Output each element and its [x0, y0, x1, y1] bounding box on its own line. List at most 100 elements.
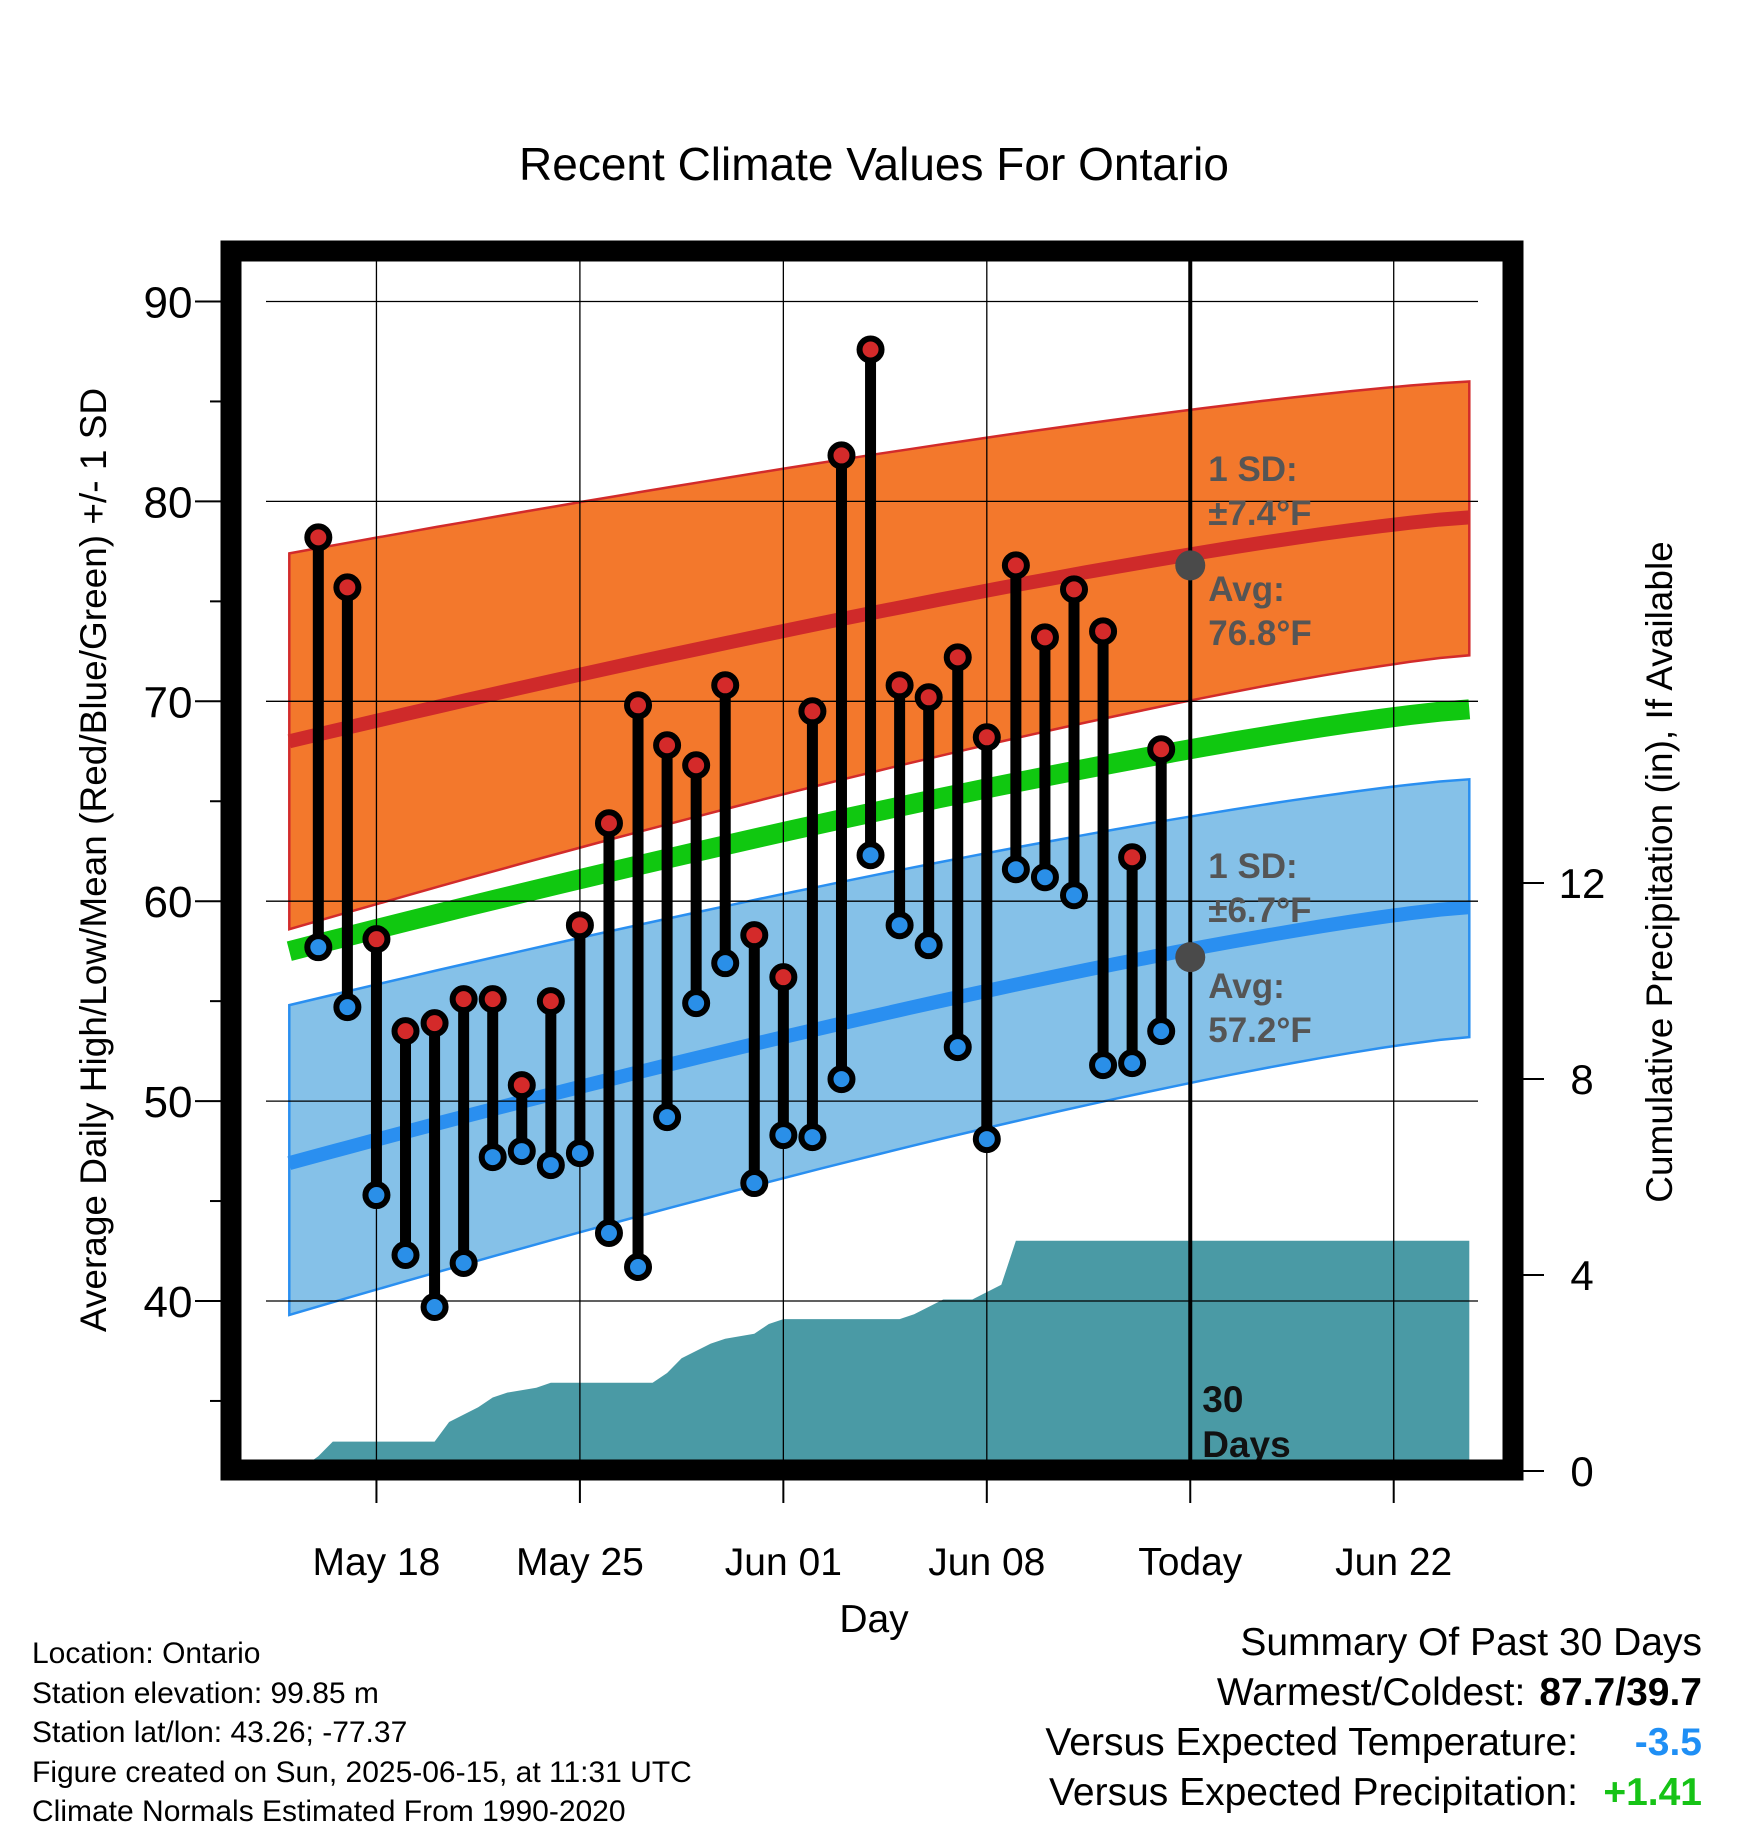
high-point	[798, 697, 827, 726]
y2-tick-label: 8	[1570, 1056, 1593, 1103]
precip-area	[298, 1240, 1470, 1471]
today-window-label: Days	[1202, 1424, 1290, 1465]
today-window-label: 30	[1202, 1379, 1243, 1420]
low-mean-line	[287, 900, 1470, 1170]
high-point	[1118, 843, 1147, 872]
high-sd-annotation: ±7.4°F	[1208, 494, 1311, 533]
plot-frame	[220, 240, 1524, 1481]
low-point	[711, 949, 740, 978]
y-tick-label: 90	[144, 279, 193, 328]
y2-axis-label: Cumulative Precipitation (in), If Availa…	[1639, 541, 1680, 1203]
warm-cold-value: 87.7/39.7	[1539, 1671, 1702, 1714]
high-point	[565, 911, 594, 940]
x-tick-label: May 18	[312, 1541, 440, 1584]
high-point	[1089, 617, 1118, 646]
low-avg-annotation: Avg:	[1208, 967, 1284, 1006]
x-tick-label: Today	[1138, 1541, 1243, 1584]
station-info: Location: Ontario Station elevation: 99.…	[32, 1634, 692, 1832]
created-text: Figure created on Sun, 2025-06-15, at 11…	[32, 1755, 692, 1789]
low-point	[972, 1125, 1001, 1154]
high-point	[1147, 735, 1176, 764]
low-point	[624, 1253, 653, 1282]
low-point	[1030, 863, 1059, 892]
y2-tick-label: 12	[1559, 860, 1606, 907]
high-point	[1001, 551, 1030, 580]
high-point	[885, 671, 914, 700]
y-tick-label: 80	[144, 478, 193, 527]
mean-line	[286, 699, 1471, 961]
low-point	[1060, 881, 1088, 910]
low-point	[682, 989, 711, 1018]
low-sd-annotation: ±6.7°F	[1208, 891, 1311, 930]
summary-panel: Summary Of Past 30 Days Warmest/Coldest:…	[1045, 1618, 1702, 1818]
high-point	[478, 985, 507, 1014]
high-avg-marker	[1175, 550, 1206, 581]
x-tick-label: Jun 22	[1335, 1541, 1452, 1584]
low-point	[856, 841, 885, 870]
normals-text: Climate Normals Estimated From 1990-2020	[32, 1795, 626, 1828]
high-point	[740, 921, 769, 950]
low-sd-annotation: 1 SD:	[1208, 847, 1297, 886]
elevation-text: Station elevation: 99.85 m	[32, 1676, 379, 1710]
x-tick-label: Jun 08	[928, 1541, 1045, 1584]
summary-heading: Summary Of Past 30 Days	[1240, 1621, 1702, 1664]
x-tick-label: May 25	[516, 1541, 644, 1584]
low-point	[449, 1249, 478, 1278]
low-point	[827, 1065, 856, 1094]
precip-label: Versus Expected Precipitation:	[1049, 1771, 1578, 1814]
low-point	[565, 1139, 594, 1168]
high-point	[653, 731, 682, 760]
low-point	[362, 1181, 391, 1210]
high-point	[711, 671, 740, 700]
high-point	[304, 523, 333, 552]
high-point	[856, 335, 885, 364]
x-axis-label: Day	[839, 1598, 909, 1641]
y-tick-label: 70	[144, 678, 193, 727]
low-point	[536, 1151, 565, 1180]
low-point	[391, 1241, 420, 1270]
high-point	[391, 1017, 420, 1046]
low-point	[478, 1143, 507, 1172]
high-point	[682, 751, 711, 780]
low-point	[1147, 1017, 1176, 1046]
summary-precip: Versus Expected Precipitation: +1.41	[1045, 1768, 1702, 1818]
high-point	[507, 1071, 536, 1100]
high-point	[420, 1009, 449, 1038]
y-tick-label: 60	[144, 878, 193, 927]
low-point	[507, 1137, 536, 1166]
temp-label: Versus Expected Temperature:	[1045, 1721, 1578, 1764]
summary-warm-cold: Warmest/Coldest: 87.7/39.7	[1045, 1668, 1702, 1718]
low-point	[1118, 1049, 1147, 1078]
low-point	[943, 1033, 972, 1062]
high-point	[1030, 623, 1059, 652]
x-tick-label: Jun 01	[725, 1541, 842, 1584]
high-point	[769, 963, 798, 992]
summary-temp: Versus Expected Temperature: -3.5	[1045, 1718, 1702, 1768]
low-point	[885, 911, 914, 940]
low-point	[1089, 1051, 1118, 1080]
y-tick-label: 50	[144, 1078, 193, 1127]
location-text: Location: Ontario	[32, 1637, 261, 1670]
high-point	[624, 691, 653, 720]
high-avg-annotation: 76.8°F	[1208, 614, 1312, 653]
low-point	[304, 933, 333, 962]
high-point	[333, 573, 362, 602]
latlon-text: Station lat/lon: 43.26; -77.37	[32, 1716, 408, 1749]
low-avg-marker	[1175, 942, 1206, 973]
high-point	[972, 723, 1001, 752]
chart-title: Recent Climate Values For Ontario	[519, 138, 1229, 190]
low-point	[914, 931, 943, 960]
high-point	[943, 643, 972, 672]
low-point	[769, 1121, 798, 1150]
low-point	[594, 1219, 623, 1248]
precip-value: +1.41	[1603, 1771, 1702, 1814]
y-axis-label: Average Daily High/Low/Mean (Red/Blue/Gr…	[73, 388, 114, 1332]
high-point	[914, 683, 943, 712]
low-point	[420, 1292, 449, 1321]
high-point	[1060, 575, 1088, 604]
high-point	[449, 985, 478, 1014]
warm-cold-label: Warmest/Coldest:	[1216, 1671, 1526, 1714]
low-point	[333, 993, 362, 1022]
